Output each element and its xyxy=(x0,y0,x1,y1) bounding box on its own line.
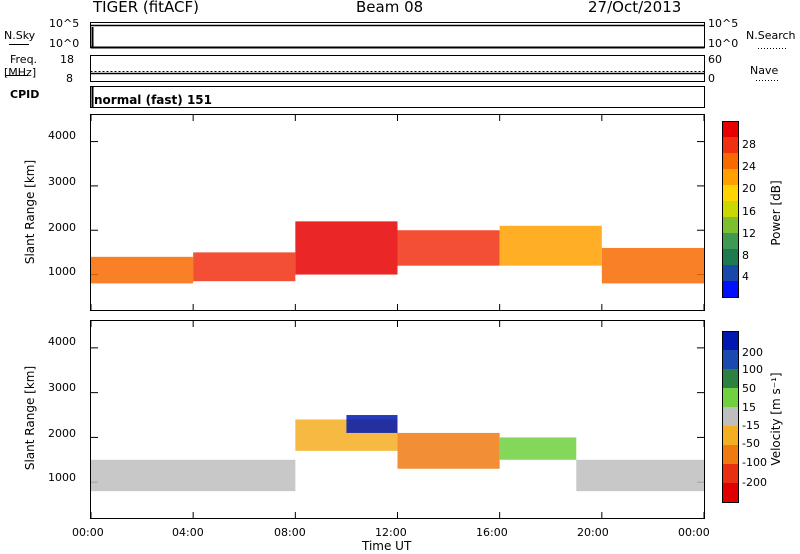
cpid-label: CPID xyxy=(10,88,40,101)
power-heatmap xyxy=(91,221,704,284)
power-region-4 xyxy=(499,225,602,266)
xtick-1600: 16:00 xyxy=(476,526,508,539)
nave-tick-top: 60 xyxy=(708,53,722,66)
power-cbar-tick-28: 28 xyxy=(742,138,756,151)
power-region-1 xyxy=(193,252,296,282)
freq-tick-top: 18 xyxy=(60,53,74,66)
velocity-cbar-swatch-0 xyxy=(722,331,738,351)
nsearch-tick-top: 10^5 xyxy=(708,17,739,30)
power-ytick-1000: 1000 xyxy=(48,265,76,278)
velocity-cbar-swatch-8 xyxy=(722,483,738,503)
velocity-cbar-swatch-7 xyxy=(722,464,738,484)
power-cbar-frame xyxy=(722,121,739,298)
power-cbar-swatch-2 xyxy=(722,153,738,170)
power-ytick-3000: 3000 xyxy=(48,175,76,188)
power-cbar-swatch-7 xyxy=(722,233,738,250)
nsky-tick-bottom: 10^0 xyxy=(49,37,80,50)
power-region-2 xyxy=(295,221,398,275)
beam-label: Beam 08 xyxy=(356,0,424,16)
velocity-region-0 xyxy=(91,459,296,492)
velocity-cbar-swatch-6 xyxy=(722,445,738,465)
station-title: TIGER (fitACF) xyxy=(93,0,200,16)
power-colorbar xyxy=(722,121,739,298)
xtick-2000: 20:00 xyxy=(577,526,609,539)
velocity-cbar-swatch-1 xyxy=(722,350,738,370)
velocity-ytick-3000: 3000 xyxy=(48,381,76,394)
power-cbar-tick-20: 20 xyxy=(742,182,756,195)
power-region-3 xyxy=(397,230,500,266)
velocity-heatmap xyxy=(91,415,704,492)
velocity-colorbar xyxy=(722,331,739,503)
cpid-value: normal (fast) 151 xyxy=(94,93,212,107)
nsky-label: N.Sky xyxy=(4,29,36,42)
power-cbar-swatch-8 xyxy=(722,249,738,266)
xtick-0000: 00:00 xyxy=(72,526,104,539)
xtick-0400: 04:00 xyxy=(172,526,204,539)
xtick-0800: 08:00 xyxy=(274,526,306,539)
nsky-tick-top: 10^5 xyxy=(49,17,80,30)
nave-label: Nave xyxy=(750,64,779,77)
power-cbar-swatch-0 xyxy=(722,121,738,138)
velocity-ytick-2000: 2000 xyxy=(48,427,76,440)
power-cbar-swatch-6 xyxy=(722,217,738,234)
nave-tick-bottom: 0 xyxy=(708,72,715,85)
power-cbar-tick-4: 4 xyxy=(742,270,749,283)
power-ytick-2000: 2000 xyxy=(48,221,76,234)
power-cbar-swatch-3 xyxy=(722,169,738,186)
freq-label: Freq. xyxy=(10,53,38,66)
velocity-region-4 xyxy=(499,437,577,460)
x-axis-label: Time UT xyxy=(362,539,412,553)
power-cbar-tick-24: 24 xyxy=(742,160,756,173)
xtick-2400: 00:00 xyxy=(678,526,710,539)
velocity-cbar-swatch-5 xyxy=(722,426,738,446)
power-panel-frame xyxy=(90,114,705,311)
velocity-cbar-swatch-4 xyxy=(722,407,738,427)
nsearch-tick-bottom: 10^0 xyxy=(708,37,739,50)
velocity-cbar-tick-200: 200 xyxy=(742,346,763,359)
power-cbar-tick-16: 16 xyxy=(742,205,756,218)
velocity-cbar-tick-50: 50 xyxy=(742,382,756,395)
velocity-ytick-4000: 4000 xyxy=(48,335,76,348)
velocity-cbar-tick-m15: -15 xyxy=(742,419,760,432)
velocity-ytick-1000: 1000 xyxy=(48,471,76,484)
xtick-1200: 12:00 xyxy=(375,526,407,539)
power-cbar-swatch-5 xyxy=(722,201,738,218)
date-label: 27/Oct/2013 xyxy=(588,0,682,16)
power-region-5 xyxy=(601,247,704,284)
velocity-cbar-swatch-2 xyxy=(722,369,738,389)
velocity-region-3 xyxy=(397,432,500,469)
power-cbar-swatch-1 xyxy=(722,137,738,154)
nsearch-label: N.Search xyxy=(746,29,796,42)
velocity-cbar-tick-15: 15 xyxy=(742,401,756,414)
freq-tick-bottom: 8 xyxy=(66,72,73,85)
velocity-cbar-tick-m200: -200 xyxy=(742,476,767,489)
power-cbar-tick-12: 12 xyxy=(742,227,756,240)
velocity-cbar-swatch-3 xyxy=(722,388,738,408)
power-region-0 xyxy=(91,256,194,284)
power-ytick-4000: 4000 xyxy=(48,129,76,142)
velocity-region-2 xyxy=(346,415,398,433)
freq-panel-frame xyxy=(90,55,705,82)
power-cbar-swatch-10 xyxy=(722,281,738,298)
velocity-cbar-tick-m50: -50 xyxy=(742,437,760,450)
velocity-region-5 xyxy=(576,459,704,492)
velocity-cbar-frame xyxy=(722,331,739,503)
velocity-cbar-tick-m100: -100 xyxy=(742,456,767,469)
velocity-panel-frame xyxy=(90,320,705,519)
cpid-panel-frame xyxy=(90,86,705,108)
power-cbar-tick-8: 8 xyxy=(742,249,749,262)
power-cbar-swatch-4 xyxy=(722,185,738,202)
velocity-cbar-tick-100: 100 xyxy=(742,363,763,376)
power-cbar-swatch-9 xyxy=(722,265,738,282)
